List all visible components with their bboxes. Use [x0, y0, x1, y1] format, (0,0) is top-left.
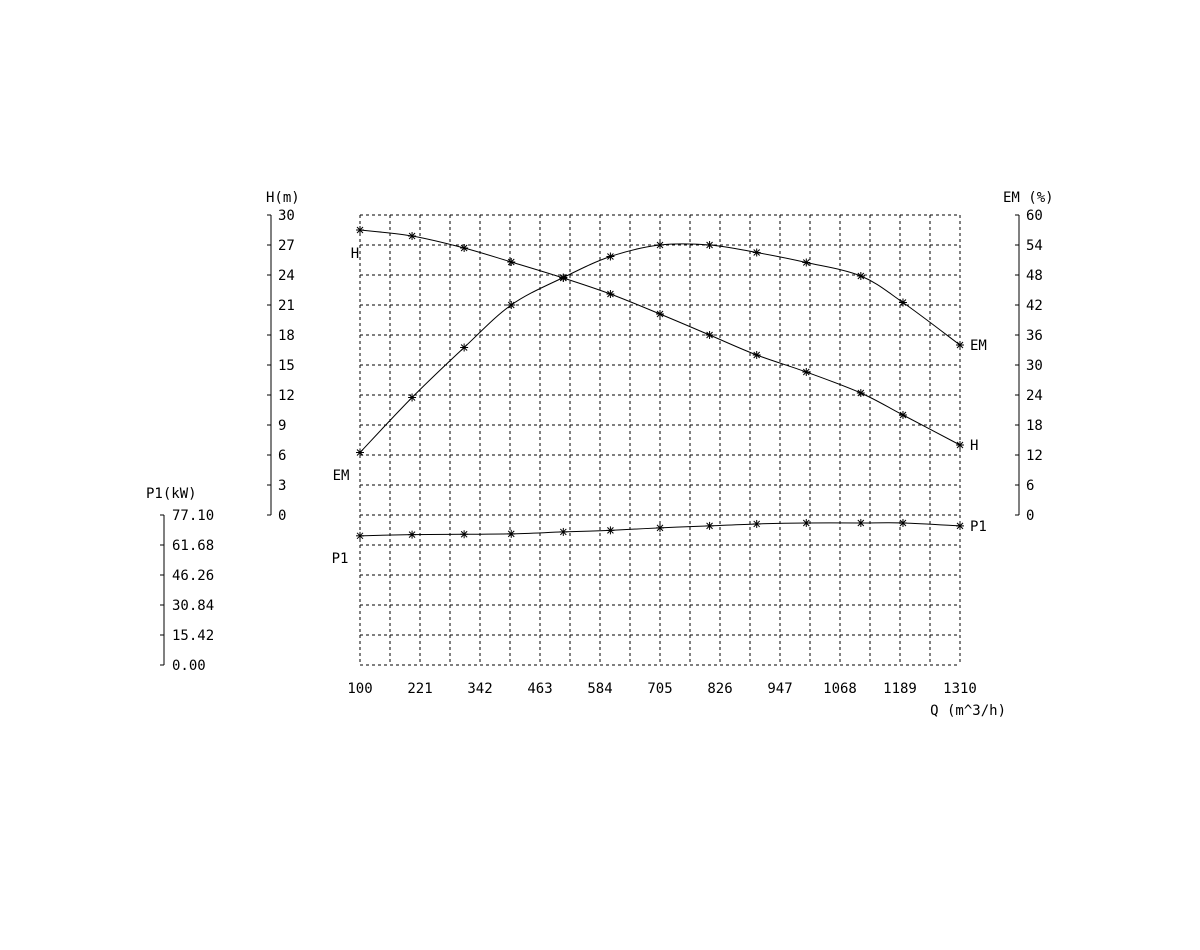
em-axis-tick-label: 12 — [1026, 448, 1043, 464]
series-h-point — [356, 226, 364, 234]
series-em-point — [856, 272, 865, 280]
h-axis-tick-label: 0 — [278, 508, 286, 524]
h-axis-tick-label: 30 — [278, 208, 295, 224]
p1-axis-title: P1(kW) — [146, 486, 197, 502]
series-h-start-label: H — [351, 246, 359, 262]
series-p1-point — [408, 530, 417, 539]
x-tick-label: 947 — [767, 681, 792, 697]
series-h-point — [752, 351, 761, 359]
p1-axis-tick-label: 61.68 — [172, 538, 214, 554]
series-p1-point — [856, 518, 865, 527]
em-axis-title: EM (%) — [1003, 190, 1054, 206]
h-axis-tick-label: 21 — [278, 298, 295, 314]
series-em-point — [656, 241, 664, 249]
em-axis-tick-label: 42 — [1026, 298, 1043, 314]
series-em-point — [356, 448, 364, 457]
series-em-point — [606, 252, 615, 261]
x-tick-label: 100 — [347, 681, 372, 697]
series-p1-point — [898, 518, 907, 527]
x-tick-label: 705 — [647, 681, 672, 697]
x-tick-label: 221 — [407, 681, 432, 697]
em-axis-tick-label: 18 — [1026, 418, 1043, 434]
em-axis-tick-label: 54 — [1026, 238, 1043, 254]
p1-axis-tick-label: 30.84 — [172, 598, 214, 614]
series-p1-point — [752, 519, 761, 528]
h-axis-tick-label: 12 — [278, 388, 295, 404]
series-h-point — [802, 368, 811, 376]
series-p1-point — [956, 521, 964, 530]
series-p1-point — [559, 527, 568, 536]
series-em-point — [956, 341, 964, 349]
series-em-point — [752, 248, 761, 257]
series-h-point — [898, 411, 907, 419]
series-p1-point — [356, 531, 364, 540]
h-axis-tick-label: 24 — [278, 268, 295, 284]
series-p1-start-label: P1 — [332, 551, 349, 567]
curves — [356, 226, 964, 540]
series-h-point — [606, 290, 615, 298]
series-em-point — [559, 273, 568, 282]
series-em-point — [802, 258, 811, 267]
h-axis-title: H(m) — [266, 190, 300, 206]
series-em-point — [507, 301, 516, 309]
em-axis-tick-label: 0 — [1026, 508, 1034, 524]
em-axis-tick-label: 36 — [1026, 328, 1043, 344]
series-p1-end-label: P1 — [970, 519, 987, 535]
series-p1-point — [802, 518, 811, 527]
series-h-point — [656, 310, 664, 318]
series-em-end-label: EM — [970, 338, 987, 354]
series-h-point — [460, 244, 469, 252]
series-p1-point — [656, 523, 664, 532]
em-axis-tick-label: 30 — [1026, 358, 1043, 374]
series-h-point — [856, 389, 865, 397]
h-axis-tick-label: 18 — [278, 328, 295, 344]
series-em-point — [705, 241, 714, 249]
p1-axis-tick-label: 15.42 — [172, 628, 214, 644]
series-h-end-label: H — [970, 438, 978, 454]
x-tick-label: 826 — [707, 681, 732, 697]
series-h-point — [507, 258, 516, 266]
series-p1-point — [606, 526, 615, 535]
x-tick-label: 342 — [467, 681, 492, 697]
series-h-point — [408, 232, 417, 240]
x-tick-label: 463 — [527, 681, 552, 697]
x-axis-label: Q (m^3/h) — [930, 703, 1006, 719]
axes — [160, 214, 1020, 666]
p1-axis-tick-label: 0.00 — [172, 658, 206, 674]
x-tick-label: 1310 — [943, 681, 977, 697]
h-axis-tick-label: 15 — [278, 358, 295, 374]
series-em-start-label: EM — [333, 468, 350, 484]
x-tick-label: 584 — [587, 681, 612, 697]
em-axis-tick-label: 24 — [1026, 388, 1043, 404]
p1-axis-tick-label: 77.10 — [172, 508, 214, 524]
series-p1-point — [460, 530, 469, 539]
series-h-point — [705, 331, 714, 339]
h-axis-tick-label: 6 — [278, 448, 286, 464]
series-p1-point — [705, 521, 714, 530]
series-em-point — [408, 393, 417, 402]
p1-axis-tick-label: 46.26 — [172, 568, 214, 584]
x-tick-label: 1068 — [823, 681, 857, 697]
em-axis-tick-label: 6 — [1026, 478, 1034, 494]
series-p1-point — [507, 529, 516, 538]
series-em-point — [898, 298, 907, 307]
h-axis-tick-label: 3 — [278, 478, 286, 494]
em-axis-tick-label: 48 — [1026, 268, 1043, 284]
x-tick-label: 1189 — [883, 681, 917, 697]
grid — [359, 214, 961, 666]
series-em-point — [460, 343, 469, 352]
series-h-point — [956, 441, 964, 449]
h-axis-tick-label: 27 — [278, 238, 295, 254]
h-axis-tick-label: 9 — [278, 418, 286, 434]
em-axis-tick-label: 60 — [1026, 208, 1043, 224]
